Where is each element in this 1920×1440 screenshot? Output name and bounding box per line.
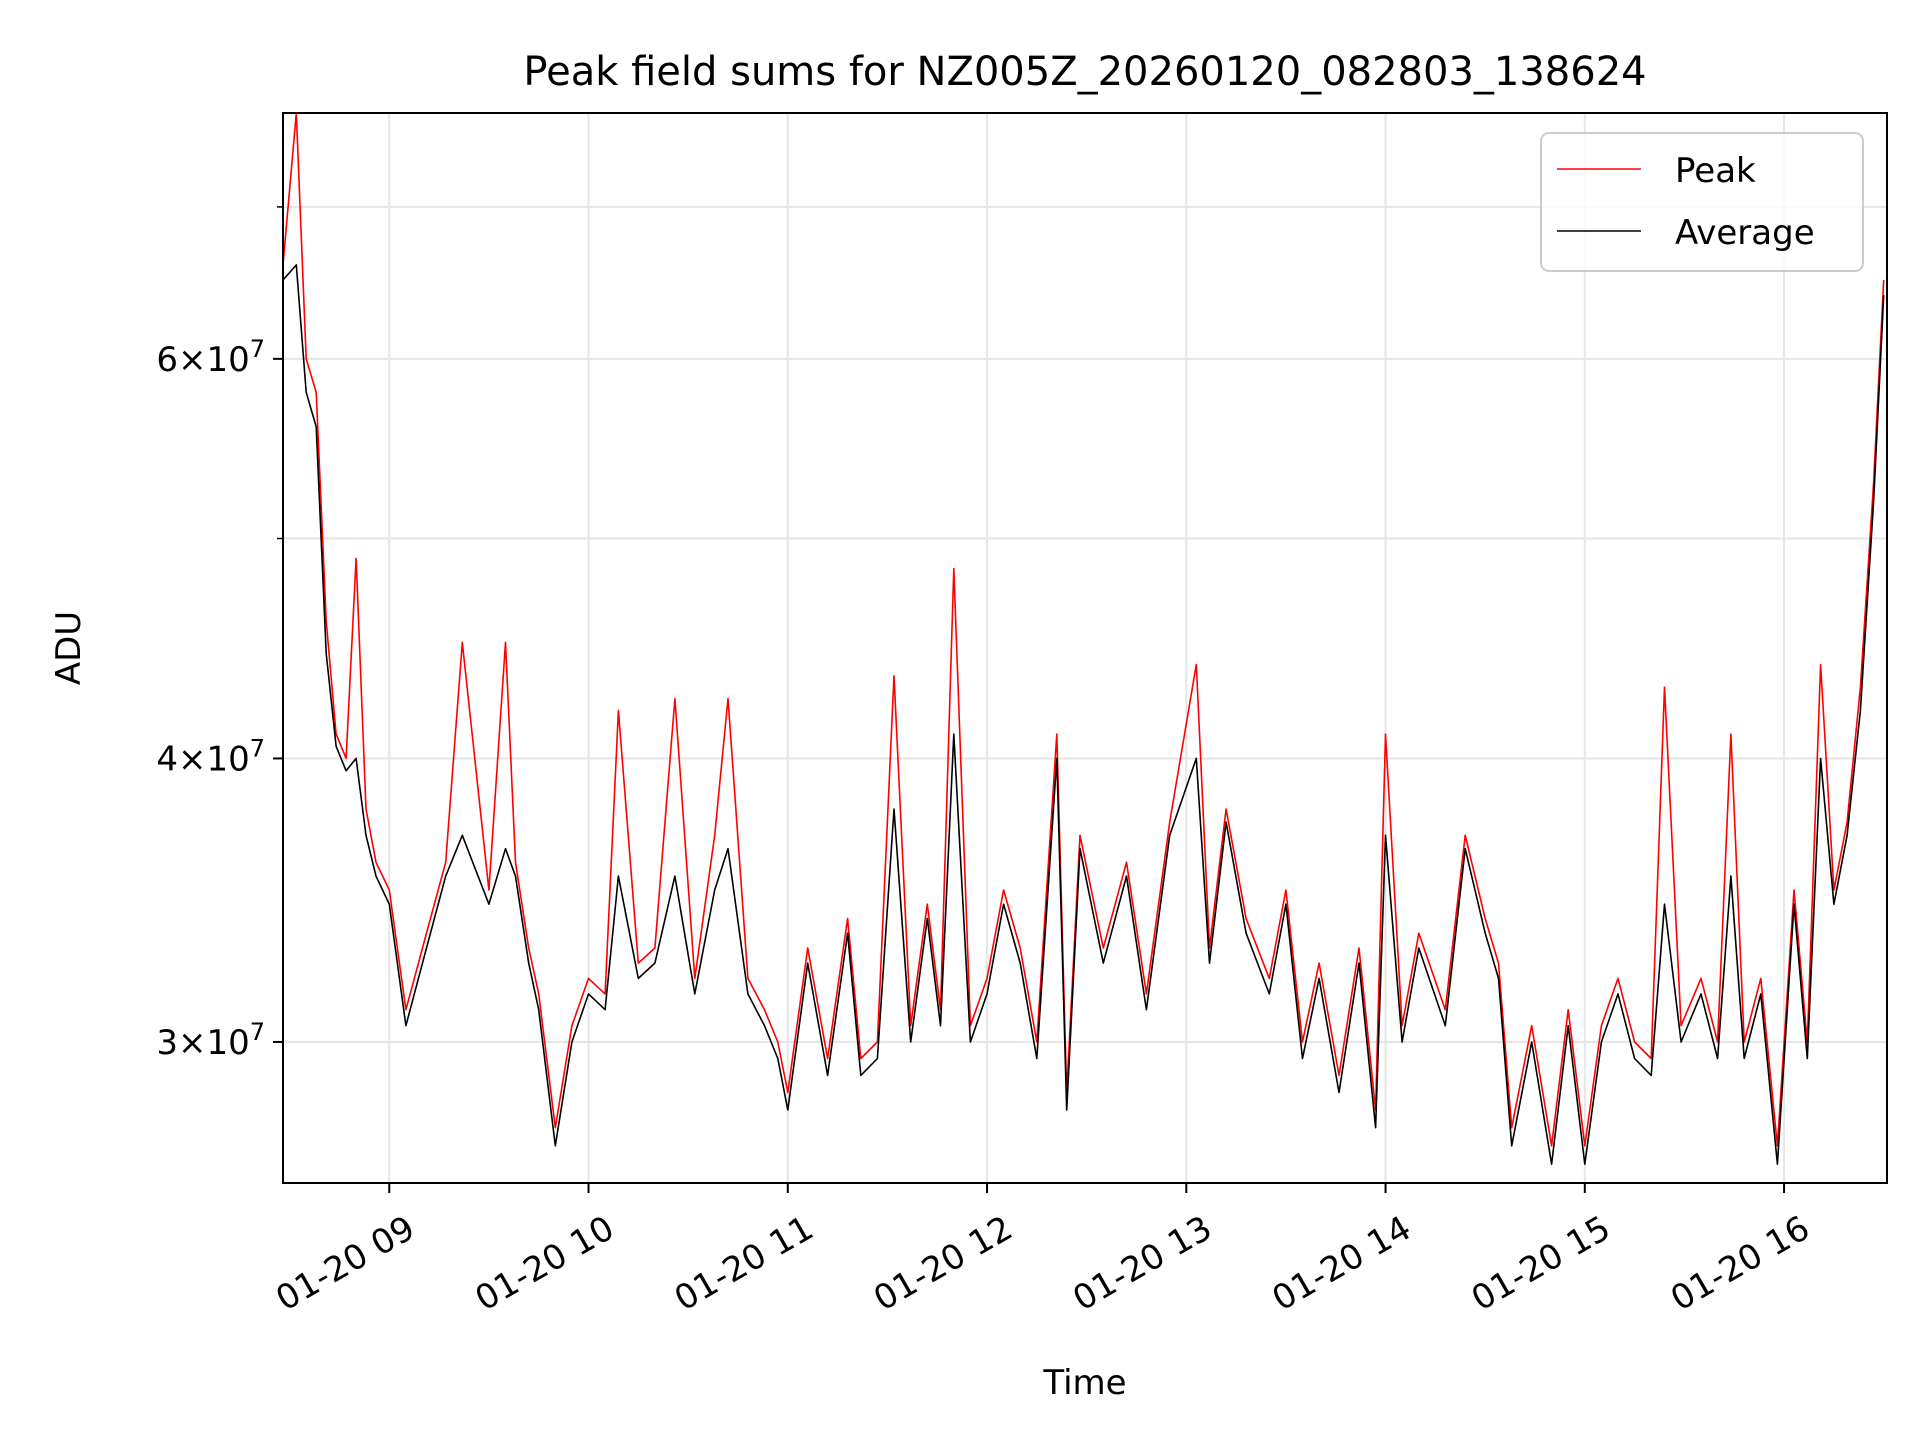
- y-tick-label: 3×107: [156, 1018, 265, 1063]
- plot-frame: [282, 112, 1888, 1184]
- legend: Peak Average: [1540, 132, 1864, 272]
- series-line-peak: [282, 112, 1885, 1147]
- series-layer: [282, 112, 1885, 1165]
- grid: [283, 113, 1887, 1183]
- series-line-average: [282, 264, 1885, 1165]
- legend-label-peak: Peak: [1675, 151, 1756, 191]
- y-axis-label: ADU: [49, 611, 89, 685]
- x-axis-label: Time: [1042, 1363, 1126, 1403]
- y-tick-label: 4×107: [156, 734, 265, 779]
- y-tick-label: 6×107: [156, 335, 265, 380]
- legend-label-average: Average: [1675, 213, 1815, 253]
- chart-title: Peak field sums for NZ005Z_20260120_0828…: [523, 49, 1646, 95]
- legend-box: [1540, 132, 1864, 272]
